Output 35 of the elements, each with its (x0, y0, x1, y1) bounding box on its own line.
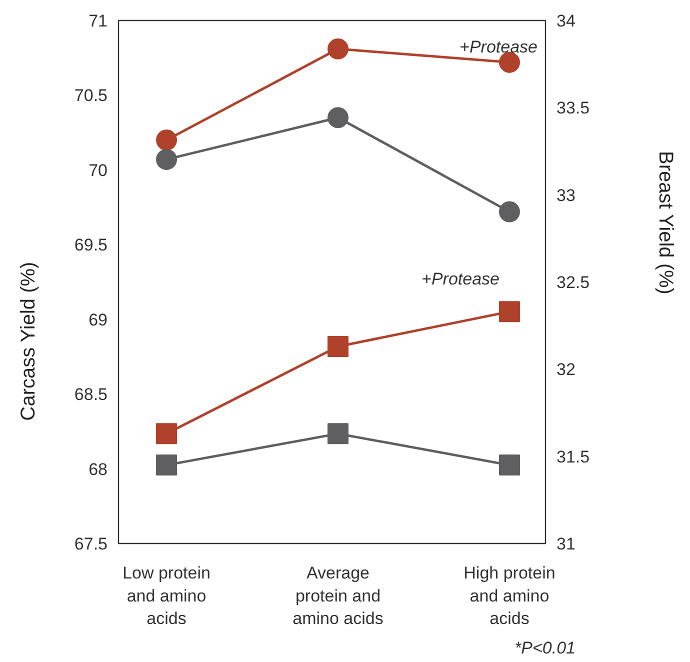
x-tick-label: Low protein and amino acids (122, 564, 210, 628)
point (328, 38, 348, 60)
point (498, 454, 520, 476)
y2-axis-title: Breast Yield (%) (654, 151, 676, 294)
point (498, 52, 520, 73)
x-tick-label: Average protein and amino acids (292, 564, 384, 628)
y-tick-label: 70 (88, 160, 108, 180)
y2-tick-label: 32.5 (556, 273, 590, 292)
y2-tick-label: 33 (556, 186, 576, 205)
point (156, 148, 178, 170)
y2-tick-label: 34 (556, 12, 576, 30)
y2-tick-label: 33.5 (556, 98, 590, 118)
y-tick-label: 67.5 (74, 534, 108, 554)
point (156, 454, 178, 476)
text: *P<0.01 (514, 638, 576, 658)
y2-tick-label: 31 (556, 534, 576, 554)
y-tick-label: 69.5 (74, 236, 108, 255)
y-tick-label: 68 (88, 460, 108, 479)
y-tick-label: 68.5 (74, 385, 108, 404)
y-tick-label: 70.5 (74, 86, 108, 106)
y2-tick-label: 31.5 (556, 447, 590, 466)
y-tick-label: 71 (88, 12, 108, 30)
annotation: +Protease (460, 38, 538, 56)
x-tick-label: High protein and amino acids (464, 564, 556, 628)
point (156, 423, 178, 444)
point (498, 301, 520, 322)
annotation: +Protease (422, 270, 500, 288)
y-tick-label: 69 (88, 310, 108, 330)
y2-tick-label: 32 (556, 360, 576, 380)
y-axis-title: Carcass Yield (%) (18, 262, 40, 421)
point (156, 130, 178, 151)
point (328, 423, 348, 444)
point (328, 107, 348, 128)
point (328, 336, 348, 358)
point (498, 201, 520, 222)
